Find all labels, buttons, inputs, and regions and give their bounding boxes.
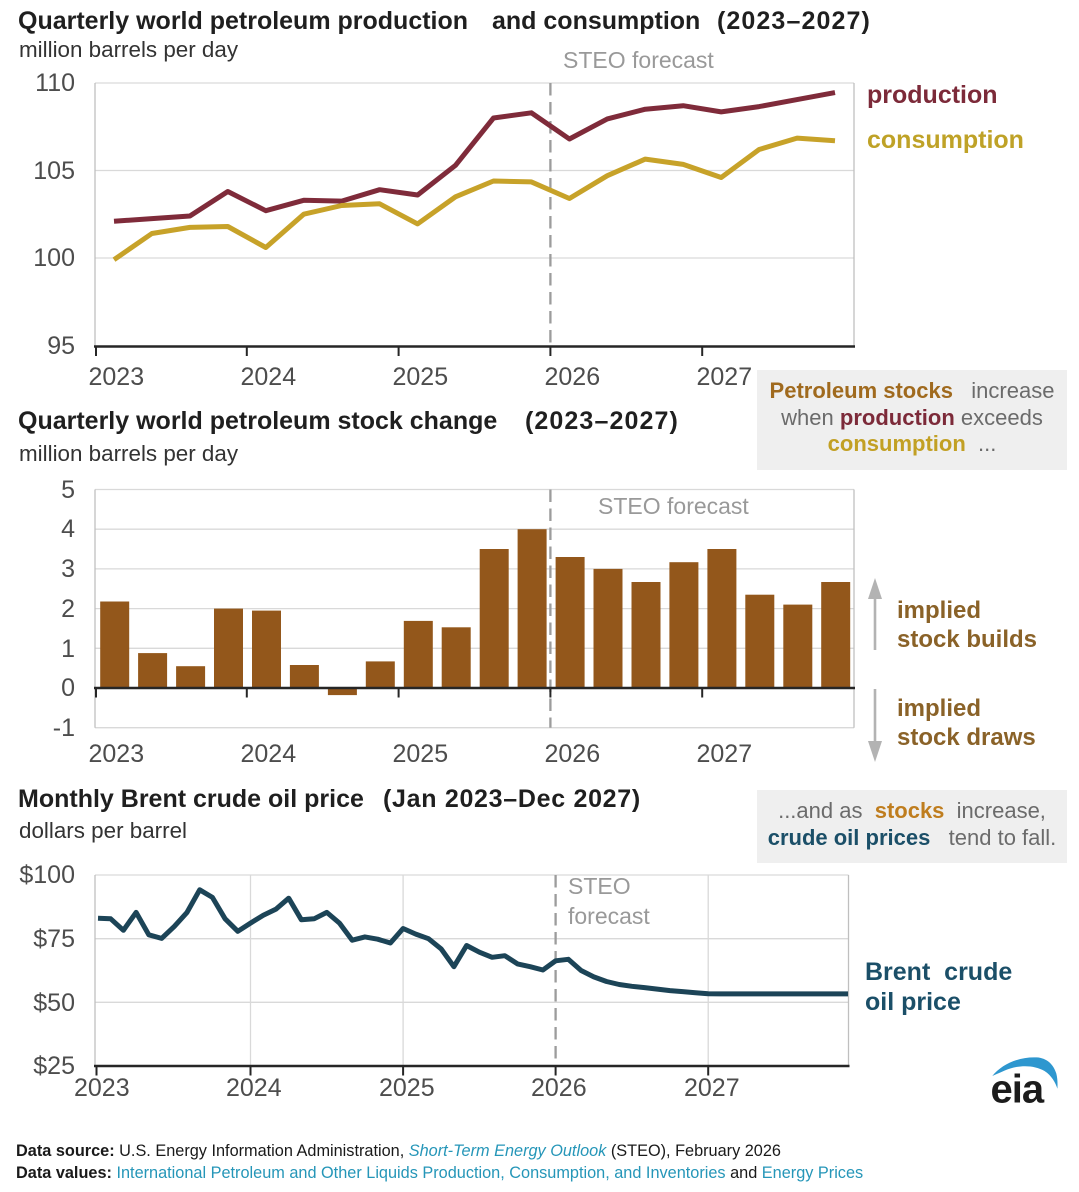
- svg-text:eia: eia: [991, 1068, 1045, 1112]
